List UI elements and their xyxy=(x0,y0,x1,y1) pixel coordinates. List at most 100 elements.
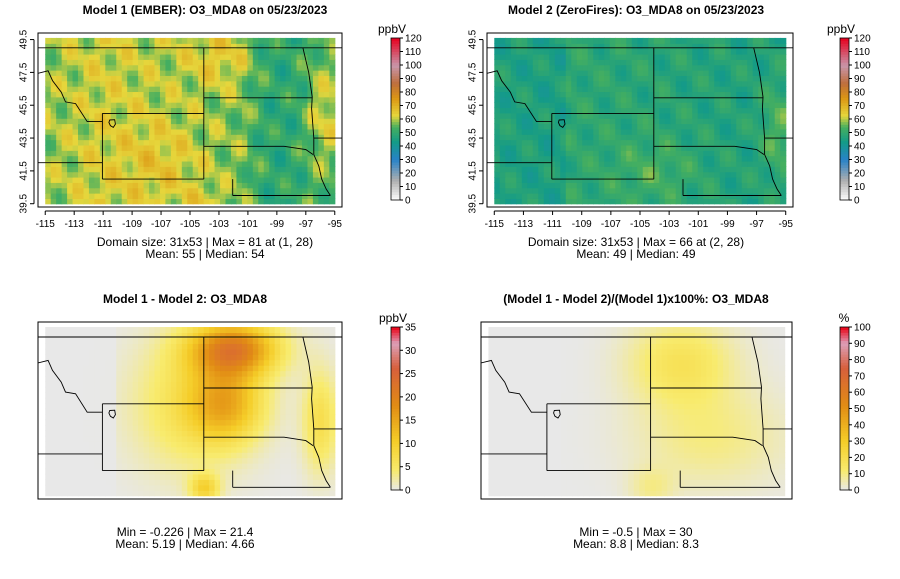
heatmap-cell xyxy=(280,419,287,426)
heatmap-cell xyxy=(230,359,238,366)
heatmap-cell xyxy=(88,102,95,109)
heatmap-cell xyxy=(116,386,123,393)
heatmap-cell xyxy=(659,64,666,71)
heatmap-cell xyxy=(56,403,63,410)
heatmap-cell xyxy=(725,59,732,66)
heatmap-cell xyxy=(149,479,156,486)
heatmap-cell xyxy=(116,381,123,388)
heatmap-cell xyxy=(67,86,74,93)
heatmap-cell xyxy=(301,419,309,426)
heatmap-cell xyxy=(329,59,336,66)
heatmap-cell xyxy=(99,414,106,421)
color-bar-segment xyxy=(840,92,849,96)
heatmap-cell xyxy=(198,375,205,383)
heatmap-cell xyxy=(598,70,605,76)
heatmap-cell xyxy=(94,176,101,183)
heatmap-cell xyxy=(192,441,199,448)
heatmap-cell xyxy=(88,176,95,183)
heatmap-cell xyxy=(312,96,319,103)
heatmap-cell xyxy=(296,473,303,480)
heatmap-cell xyxy=(110,59,117,66)
heatmap-cell xyxy=(670,80,677,87)
heatmap-cell xyxy=(159,468,167,475)
heatmap-cell xyxy=(697,48,704,55)
heatmap-cell xyxy=(598,80,605,87)
heatmap-cell xyxy=(719,187,726,194)
heatmap-cell xyxy=(121,424,128,431)
heatmap-cell xyxy=(554,139,561,146)
heatmap-cell xyxy=(149,359,156,366)
heatmap-cell xyxy=(686,171,693,178)
heatmap-cell xyxy=(45,171,52,178)
heatmap-cell xyxy=(758,193,765,199)
heatmap-cell xyxy=(83,112,90,119)
heatmap-cell xyxy=(307,473,314,480)
x-tick-label: -99 xyxy=(270,219,285,230)
heatmap-cell xyxy=(285,424,292,431)
heatmap-cell xyxy=(121,134,128,141)
heatmap-cell xyxy=(653,134,660,141)
heatmap-cell xyxy=(763,182,770,189)
heatmap-cell xyxy=(132,139,139,146)
heatmap-cell xyxy=(72,123,79,130)
heatmap-cell xyxy=(258,118,265,125)
heatmap-cell xyxy=(138,160,145,167)
heatmap-cell xyxy=(312,150,319,157)
heatmap-cell xyxy=(598,112,605,119)
heatmap-cell xyxy=(637,134,644,141)
heatmap-cell xyxy=(230,473,238,480)
heatmap-cell xyxy=(61,182,68,189)
heatmap-cell xyxy=(296,160,303,167)
heatmap-cell xyxy=(192,193,199,199)
heatmap-cell xyxy=(83,414,90,421)
heatmap-cell xyxy=(571,37,578,44)
heatmap-cell xyxy=(576,102,583,109)
heatmap-cell xyxy=(176,37,183,44)
heatmap-cell xyxy=(571,144,578,151)
heatmap-cell xyxy=(263,365,270,372)
heatmap-cell xyxy=(258,53,265,60)
heatmap-cell xyxy=(214,171,221,178)
heatmap-cell xyxy=(72,155,79,162)
heatmap-cell xyxy=(209,365,216,372)
heatmap-cell xyxy=(83,468,90,475)
heatmap-cell xyxy=(642,112,649,119)
heatmap-cell xyxy=(543,193,550,199)
heatmap-cell xyxy=(143,37,150,44)
heatmap-cell xyxy=(143,375,150,383)
heatmap-cell xyxy=(99,408,106,415)
heatmap-cell xyxy=(143,182,150,189)
heatmap-cell xyxy=(56,53,63,60)
heatmap-cell xyxy=(50,96,57,103)
heatmap-cell xyxy=(582,182,589,189)
heatmap-cell xyxy=(697,107,704,114)
heatmap-cell xyxy=(132,198,139,205)
heatmap-cell xyxy=(143,435,150,442)
heatmap-cell xyxy=(170,134,177,141)
heatmap-cell xyxy=(714,155,721,162)
heatmap-cell xyxy=(83,48,90,55)
heatmap-cell xyxy=(307,70,314,76)
heatmap-cell xyxy=(615,134,622,141)
heatmap-cell xyxy=(170,102,177,109)
heatmap-cell xyxy=(664,155,671,162)
heatmap-cell xyxy=(318,441,325,448)
heatmap-cell xyxy=(560,64,567,71)
heatmap-cell xyxy=(159,187,167,194)
heatmap-cell xyxy=(549,160,556,167)
heatmap-cell xyxy=(56,365,63,372)
heatmap-cell xyxy=(538,59,545,66)
heatmap-cell xyxy=(675,198,682,205)
heatmap-cell xyxy=(56,112,63,119)
heatmap-cell xyxy=(192,96,199,103)
heatmap-cell xyxy=(675,193,682,199)
heatmap-cell xyxy=(774,166,781,173)
heatmap-cell xyxy=(301,134,309,141)
heatmap-cell xyxy=(719,193,726,199)
heatmap-cell xyxy=(187,381,194,388)
heatmap-cell xyxy=(521,75,528,82)
heatmap-cell xyxy=(329,408,336,415)
heatmap-cell xyxy=(725,64,732,71)
heatmap-cell xyxy=(67,48,74,55)
heatmap-cell xyxy=(730,59,737,66)
